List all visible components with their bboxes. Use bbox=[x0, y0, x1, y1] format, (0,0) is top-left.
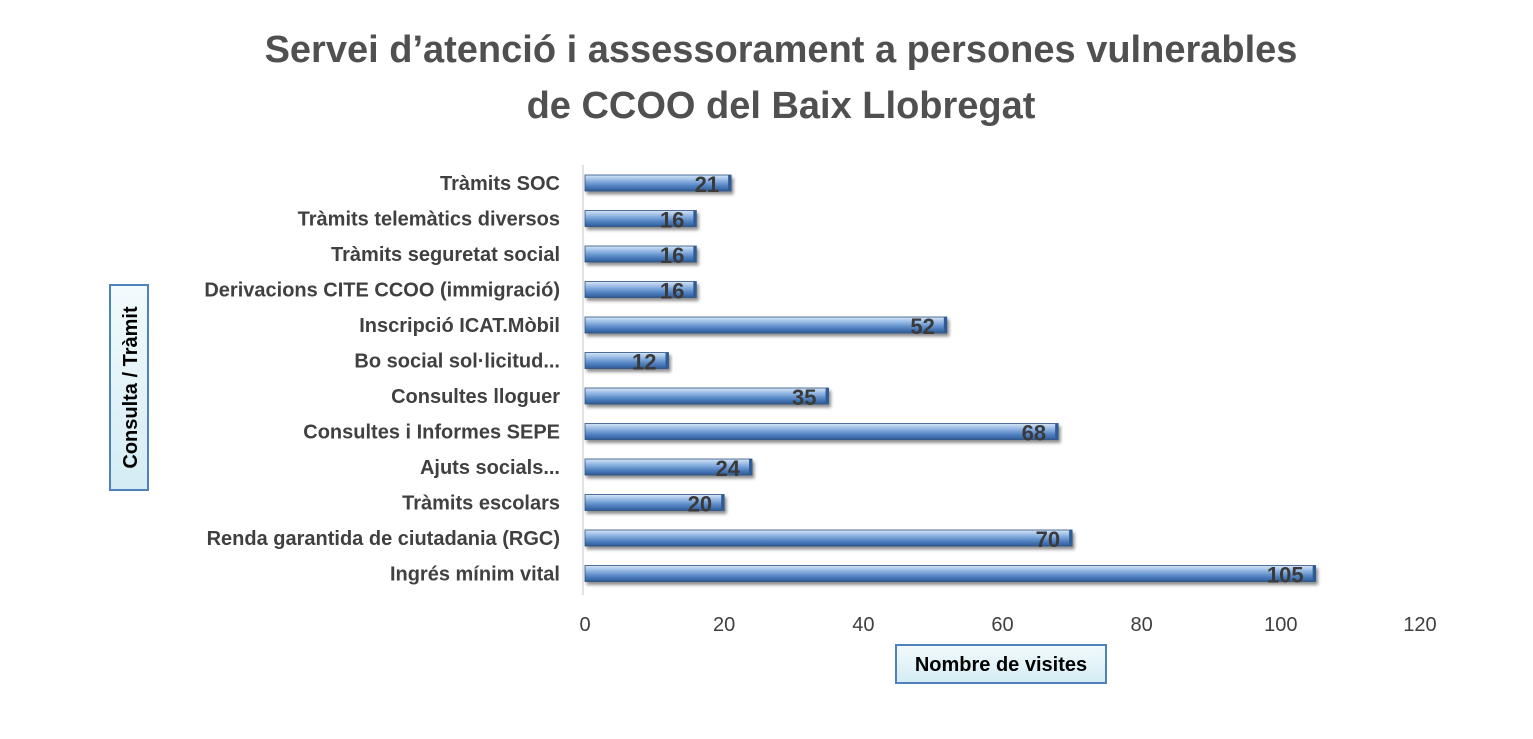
category-label: Tràmits seguretat social bbox=[331, 244, 560, 266]
bar-end-cap bbox=[721, 494, 725, 511]
data-label: 70 bbox=[1036, 527, 1060, 552]
y-axis-title-box bbox=[109, 284, 149, 491]
data-label: 52 bbox=[910, 314, 934, 339]
category-label: Inscripció ICAT.Mòbil bbox=[359, 315, 560, 337]
bar bbox=[584, 423, 1059, 440]
x-tick-label: 120 bbox=[1403, 614, 1436, 636]
data-label: 16 bbox=[660, 208, 684, 233]
bar-end-cap bbox=[665, 352, 669, 369]
y-axis-title-text: Consulta / Tràmit bbox=[120, 306, 142, 469]
x-tick-label: 80 bbox=[1131, 614, 1153, 636]
bar-end-cap bbox=[749, 459, 752, 475]
data-label: 68 bbox=[1022, 421, 1046, 446]
x-tick-label: 0 bbox=[579, 614, 590, 636]
data-label: 35 bbox=[792, 385, 816, 410]
x-axis-title: Nombre de visites bbox=[895, 644, 1107, 684]
category-label: Bo social sol·licitud... bbox=[354, 351, 560, 373]
chart-title-line-2: de CCOO del Baix Llobregat bbox=[527, 85, 1036, 127]
x-tick-label: 60 bbox=[991, 614, 1013, 636]
x-axis-tick-labels: 0 20 40 60 80 100 120 bbox=[579, 614, 1436, 636]
category-label: Tràmits escolars bbox=[402, 493, 560, 515]
category-label: Renda garantida de ciutadania (RGC) bbox=[207, 528, 560, 550]
x-tick-label: 100 bbox=[1264, 614, 1297, 636]
category-label: Tràmits SOC bbox=[440, 173, 560, 195]
bar-end-cap bbox=[693, 210, 697, 227]
data-label: 24 bbox=[716, 456, 741, 481]
chart-title: Servei d’atenció i assessorament a perso… bbox=[265, 29, 1298, 127]
x-axis-title-text: Nombre de visites bbox=[915, 654, 1087, 676]
data-label: 16 bbox=[660, 279, 684, 304]
bar-end-cap bbox=[1055, 423, 1059, 440]
bar-end-cap bbox=[728, 175, 732, 191]
bars bbox=[584, 174, 1317, 582]
bar bbox=[584, 565, 1317, 582]
bar-end-cap bbox=[693, 246, 697, 262]
bar-end-cap bbox=[943, 317, 947, 333]
data-label: 16 bbox=[660, 243, 684, 268]
y-axis-title: Consulta / Tràmit bbox=[109, 284, 149, 491]
category-label: Derivacions CITE CCOO (immigració) bbox=[204, 280, 560, 302]
bar bbox=[584, 316, 948, 334]
bar-end-cap bbox=[1069, 530, 1073, 546]
data-label: 12 bbox=[632, 350, 656, 375]
category-label: Ajuts socials... bbox=[420, 457, 560, 479]
data-label: 20 bbox=[688, 492, 712, 517]
bar-end-cap bbox=[693, 281, 697, 298]
chart-title-line-1: Servei d’atenció i assessorament a perso… bbox=[265, 29, 1298, 71]
data-label: 105 bbox=[1267, 563, 1304, 588]
bar-end-cap bbox=[825, 388, 829, 404]
bar bbox=[584, 529, 1073, 547]
category-label: Consultes i Informes SEPE bbox=[303, 422, 560, 444]
x-tick-label: 20 bbox=[713, 614, 735, 636]
category-labels: Tràmits SOC Tràmits telemàtics diversos Tr… bbox=[204, 173, 560, 586]
data-label: 21 bbox=[695, 172, 719, 197]
x-tick-label: 40 bbox=[852, 614, 874, 636]
x-axis-title-box bbox=[895, 644, 1107, 684]
bar-end-cap bbox=[1312, 565, 1316, 582]
category-label: Tràmits telemàtics diversos bbox=[298, 209, 560, 231]
category-label: Consultes lloguer bbox=[391, 386, 560, 408]
category-label: Ingrés mínim vital bbox=[390, 564, 560, 586]
